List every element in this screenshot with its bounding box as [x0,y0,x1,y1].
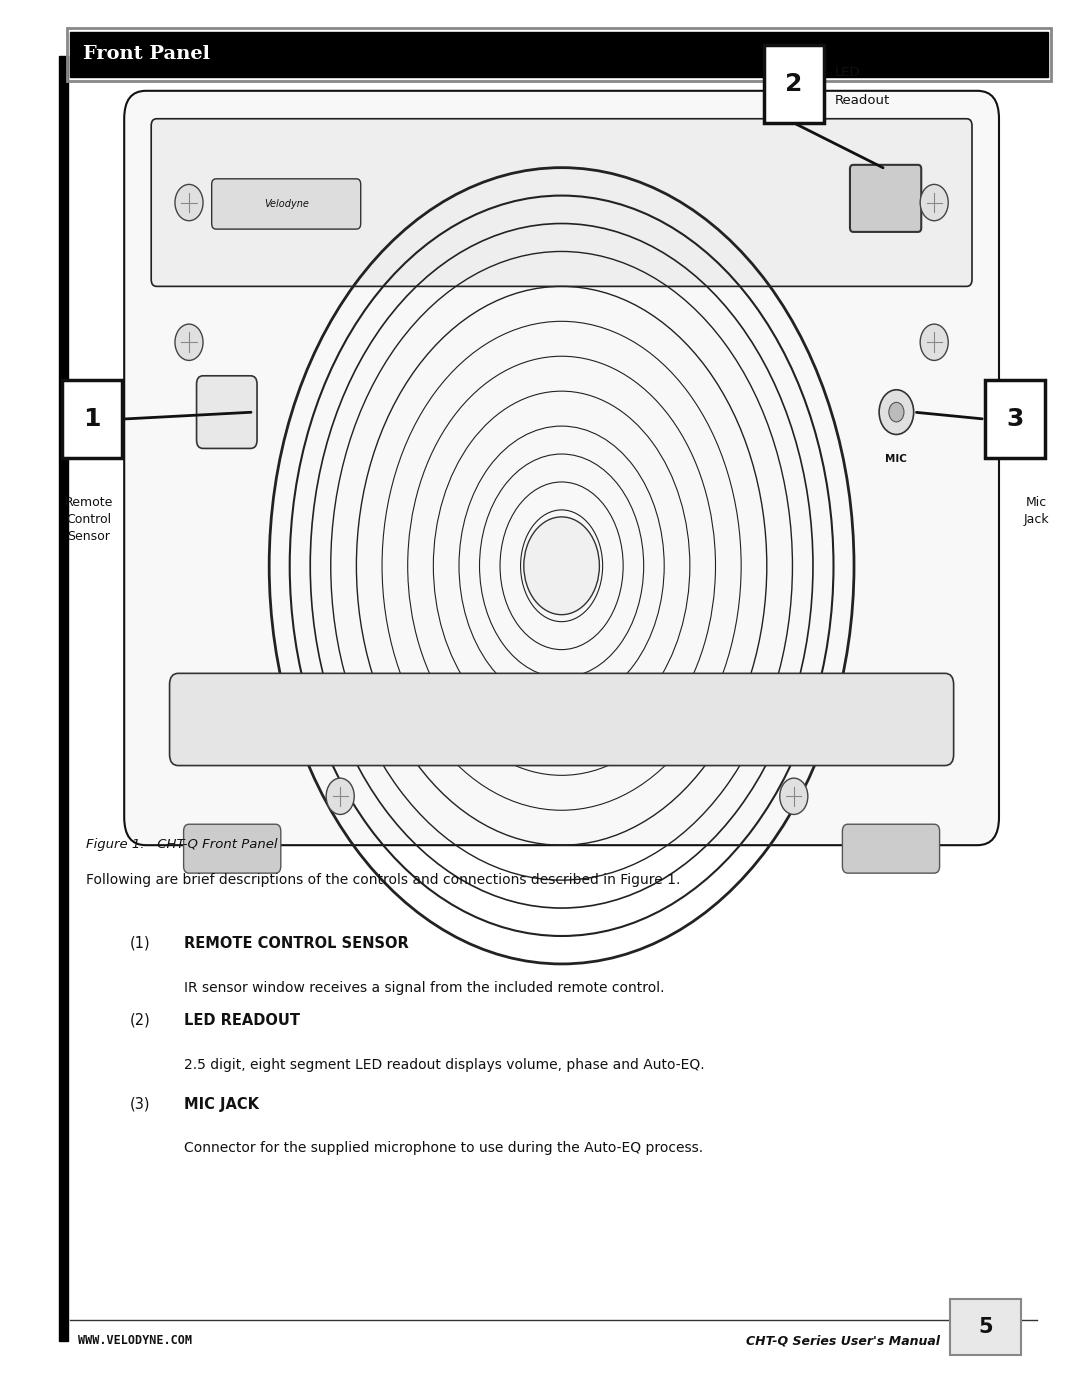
Text: 5: 5 [978,1317,993,1337]
FancyBboxPatch shape [850,165,921,232]
Circle shape [175,324,203,360]
FancyBboxPatch shape [842,824,940,873]
Text: (1): (1) [130,936,150,951]
Text: 2.5 digit, eight segment LED readout displays volume, phase and Auto-EQ.: 2.5 digit, eight segment LED readout dis… [184,1058,704,1071]
Text: Readout: Readout [835,94,890,108]
Text: MIC: MIC [886,454,907,464]
Text: Remote
Control
Sensor: Remote Control Sensor [65,496,112,543]
Text: LED READOUT: LED READOUT [184,1013,299,1028]
Circle shape [879,390,914,434]
Text: Following are brief descriptions of the controls and connections described in Fi: Following are brief descriptions of the … [86,873,680,887]
FancyBboxPatch shape [184,824,281,873]
FancyBboxPatch shape [985,380,1045,458]
Bar [59,56,68,1341]
FancyBboxPatch shape [170,673,954,766]
Text: CHT-Q Series User's Manual: CHT-Q Series User's Manual [745,1334,940,1347]
FancyBboxPatch shape [151,119,972,286]
Circle shape [175,184,203,221]
Circle shape [326,778,354,814]
Text: 2: 2 [785,71,802,96]
FancyBboxPatch shape [950,1299,1021,1355]
Text: IR sensor window receives a signal from the included remote control.: IR sensor window receives a signal from … [184,981,664,995]
Text: LED: LED [835,66,861,80]
Text: MIC JACK: MIC JACK [184,1097,258,1112]
Circle shape [780,778,808,814]
Ellipse shape [524,517,599,615]
Bar [70,32,1048,77]
Text: Connector for the supplied microphone to use during the Auto-EQ process.: Connector for the supplied microphone to… [184,1141,703,1155]
Text: 3: 3 [1007,407,1024,432]
Circle shape [889,402,904,422]
FancyBboxPatch shape [124,91,999,845]
FancyBboxPatch shape [62,380,122,458]
FancyBboxPatch shape [197,376,257,448]
Text: Front Panel: Front Panel [83,46,211,63]
FancyBboxPatch shape [764,45,824,123]
Text: 1: 1 [83,407,100,432]
Text: REMOTE CONTROL SENSOR: REMOTE CONTROL SENSOR [184,936,408,951]
Circle shape [920,324,948,360]
Text: WWW.VELODYNE.COM: WWW.VELODYNE.COM [78,1334,192,1347]
Text: (2): (2) [130,1013,150,1028]
Text: Figure 1.   CHT-Q Front Panel: Figure 1. CHT-Q Front Panel [86,838,278,851]
FancyBboxPatch shape [212,179,361,229]
Text: (3): (3) [130,1097,150,1112]
Text: Mic
Jack: Mic Jack [1024,496,1050,525]
Text: Velodyne: Velodyne [264,198,309,210]
Bar [67,28,1051,81]
Circle shape [920,184,948,221]
